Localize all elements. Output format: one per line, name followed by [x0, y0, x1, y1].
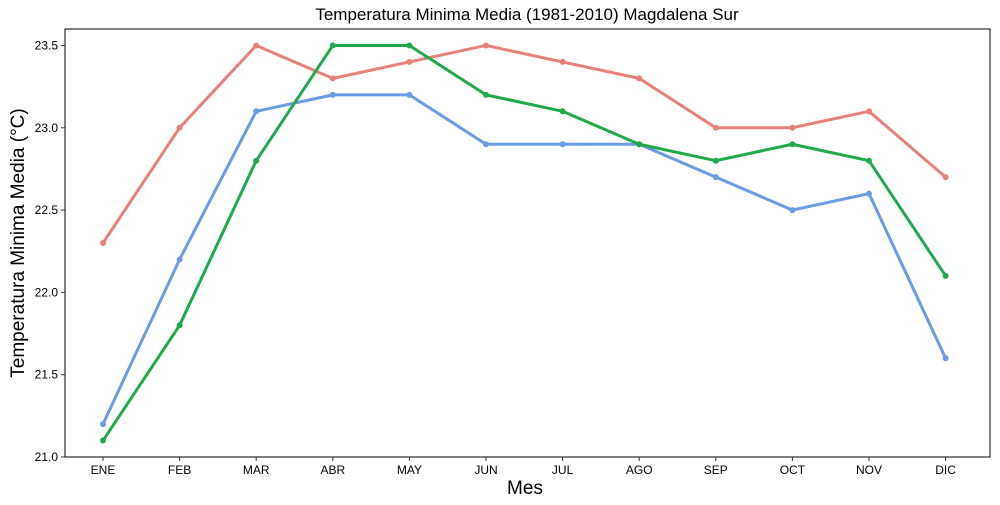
x-tick-label: AGO: [626, 463, 653, 477]
y-tick-label: 23.0: [35, 121, 59, 135]
axes: ENE FEB MAR ABR MAY JUN JUL AGO SEP OCT NOV DIC 21.0…: [35, 38, 957, 477]
chart-title: Temperatura Minima Media (1981-2010) Mag…: [315, 5, 739, 24]
data-point: [176, 124, 183, 131]
x-tick-label: JUN: [474, 463, 497, 477]
data-point: [176, 256, 183, 263]
data-point: [406, 58, 413, 65]
series-line: [101, 43, 948, 245]
x-tick-label: MAY: [397, 463, 422, 477]
x-tick-label: ENE: [91, 463, 116, 477]
x-tick-label: FEB: [168, 463, 191, 477]
data-point: [712, 174, 719, 181]
data-point: [559, 108, 566, 115]
data-point: [636, 75, 643, 82]
data-point: [636, 141, 643, 148]
data-point: [712, 124, 719, 131]
data-point: [253, 157, 260, 164]
series-line: [101, 43, 948, 443]
data-point: [942, 272, 949, 279]
series-2: [100, 91, 949, 428]
data-point: [483, 42, 489, 49]
data-point: [942, 174, 949, 181]
data-point: [329, 91, 336, 98]
x-axis-title: Mes: [507, 478, 543, 499]
data-point: [176, 322, 183, 329]
data-point: [483, 91, 489, 98]
y-tick-label: 22.5: [35, 203, 59, 217]
data-point: [942, 355, 949, 362]
data-point: [559, 58, 566, 65]
data-point: [789, 141, 796, 148]
series-line: [101, 93, 948, 426]
data-point: [789, 124, 796, 131]
data-point: [100, 437, 106, 444]
series-1: [100, 42, 949, 246]
y-tick-label: 23.5: [35, 38, 59, 52]
data-point: [406, 91, 413, 98]
data-point: [329, 42, 336, 49]
y-tick-label: 21.0: [35, 450, 59, 464]
data-point: [866, 108, 872, 115]
data-point: [100, 421, 106, 428]
data-point: [100, 240, 106, 246]
x-tick-label: DIC: [935, 463, 956, 477]
series-group: [100, 42, 949, 444]
y-tick-label: 21.5: [35, 368, 59, 382]
y-tick-label: 22.0: [35, 285, 59, 299]
x-tick-label: MAR: [243, 463, 270, 477]
data-point: [253, 42, 260, 49]
data-point: [559, 141, 566, 148]
data-point: [483, 141, 489, 148]
data-point: [329, 75, 336, 82]
plot-panel: [64, 28, 991, 458]
data-point: [789, 207, 796, 214]
x-tick-label: SEP: [704, 463, 728, 477]
series-3: [100, 42, 949, 444]
data-point: [406, 42, 413, 49]
x-tick-label: JUL: [552, 463, 574, 477]
data-point: [866, 157, 872, 164]
data-point: [253, 108, 260, 115]
x-tick-label: NOV: [856, 463, 882, 477]
y-axis-title: Temperatura Minima Media (°C): [8, 108, 29, 377]
data-point: [866, 190, 872, 197]
x-tick-label: OCT: [780, 463, 806, 477]
x-tick-label: ABR: [320, 463, 345, 477]
data-point: [712, 157, 719, 164]
